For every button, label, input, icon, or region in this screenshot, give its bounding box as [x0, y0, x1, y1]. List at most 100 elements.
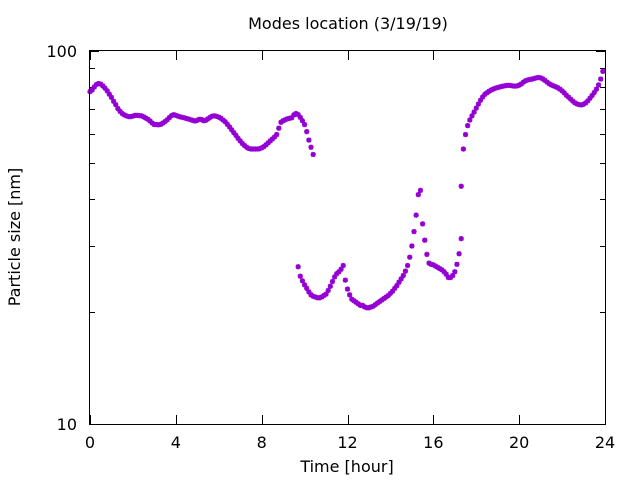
chart-title: Modes location (3/19/19) [248, 14, 448, 33]
data-point [398, 276, 404, 282]
data-point [297, 273, 303, 279]
data-point [299, 278, 306, 284]
data-point [415, 192, 421, 198]
data-point [409, 243, 415, 249]
data-point [598, 76, 604, 82]
data-point [583, 100, 589, 106]
data-point [334, 271, 340, 277]
data-point [267, 138, 273, 144]
data-point [458, 236, 464, 242]
data-point [396, 279, 402, 285]
data-point [168, 113, 175, 119]
data-point [450, 272, 456, 279]
data-point [441, 269, 447, 275]
data-point [301, 121, 308, 128]
data-point [93, 81, 100, 88]
data-point [462, 131, 469, 138]
data-point [304, 129, 310, 135]
data-point [389, 288, 396, 294]
data-point [282, 117, 288, 123]
data-point [108, 94, 115, 100]
data-point [460, 146, 466, 152]
data-point [106, 91, 112, 97]
data-point [400, 272, 406, 279]
data-point [280, 118, 286, 124]
x-axis-label: Time [hour] [299, 457, 393, 476]
data-point [595, 82, 602, 88]
data-point [276, 125, 282, 131]
data-point [235, 135, 241, 142]
data-point [308, 144, 314, 150]
data-point [394, 282, 400, 289]
x-tick-label: 12 [337, 433, 357, 452]
data-point [587, 95, 593, 101]
data-point [310, 151, 316, 158]
data-point [454, 261, 460, 267]
data-point [239, 140, 245, 147]
data-point [295, 264, 301, 270]
data-point [411, 228, 417, 235]
data-point [274, 131, 280, 138]
data-point [222, 119, 228, 125]
data-point [477, 97, 484, 103]
data-point [514, 83, 520, 89]
data-point [327, 283, 333, 289]
data-point [392, 285, 398, 291]
data-point [518, 81, 524, 87]
data-point [100, 83, 106, 89]
data-point [111, 98, 117, 104]
data-point [565, 94, 572, 100]
data-point [385, 292, 391, 299]
data-point [439, 267, 445, 273]
data-point [559, 88, 565, 94]
data-point [164, 117, 170, 123]
plot-frame [89, 50, 606, 425]
data-point [98, 81, 104, 87]
data-point [413, 212, 419, 218]
data-point [332, 274, 338, 280]
data-point [338, 266, 344, 272]
data-point [591, 89, 597, 96]
data-point [490, 86, 497, 92]
y-tick-label: 100 [46, 42, 77, 61]
data-point [147, 118, 153, 124]
data-point [269, 136, 275, 142]
data-point [297, 114, 303, 120]
data-point [550, 83, 557, 89]
data-point [402, 268, 409, 274]
data-point [295, 112, 301, 118]
data-point [420, 221, 426, 227]
x-tick-label: 0 [85, 433, 95, 452]
data-point [304, 285, 310, 291]
y-tick-label: 10 [57, 415, 77, 434]
data-point [548, 82, 554, 88]
data-point [553, 84, 559, 90]
data-point [102, 85, 108, 91]
data-point [329, 278, 336, 285]
data-point [121, 112, 127, 118]
data-point [237, 138, 243, 144]
data-point [263, 142, 269, 148]
data-point [340, 262, 346, 269]
data-point [138, 113, 145, 119]
data-point [589, 92, 595, 99]
data-point [104, 88, 110, 94]
data-point [443, 271, 449, 277]
data-point [467, 117, 473, 123]
y-axis-label: Particle size [nm] [5, 168, 24, 307]
data-point [271, 134, 278, 140]
data-points [87, 68, 606, 311]
data-point [117, 108, 123, 114]
x-tick-label: 16 [423, 433, 443, 452]
data-point [231, 130, 237, 136]
data-point [447, 274, 454, 281]
data-point [568, 96, 574, 102]
data-point [600, 68, 606, 74]
data-point [336, 269, 342, 275]
data-point [306, 137, 312, 143]
data-point [458, 183, 464, 189]
data-point [323, 291, 329, 297]
data-point [538, 75, 544, 81]
